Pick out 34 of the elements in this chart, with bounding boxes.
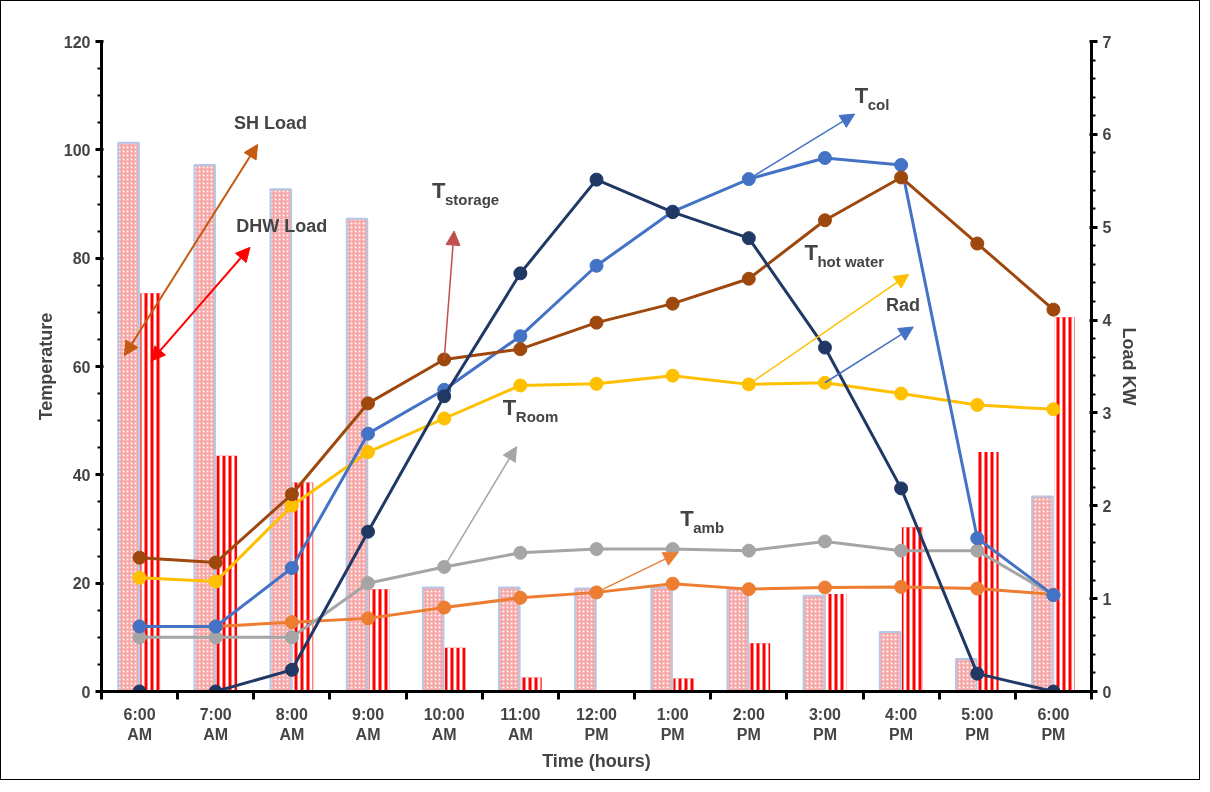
- y2-tick-label: 0: [1102, 683, 1112, 701]
- y-tick-label: 80: [72, 250, 91, 268]
- x-tick-label: 10:00 AM: [423, 705, 465, 743]
- x-tick-label: 3:00 PM: [808, 705, 842, 743]
- y-tick-label: 0: [81, 683, 91, 701]
- x-tick-label: 8:00 AM: [275, 705, 308, 743]
- x-tick-label: 11:00 AM: [500, 705, 541, 743]
- y-tick-label: 120: [63, 33, 91, 51]
- y2-tick-label: 6: [1102, 126, 1112, 144]
- x-tick-label: 6:00 AM: [123, 705, 156, 743]
- annotation: DHW Load: [236, 215, 328, 236]
- x-tick-label: 5:00 PM: [961, 705, 994, 743]
- y2-tick-label: 3: [1102, 404, 1112, 422]
- x-axis-title: Time (hours): [542, 750, 651, 771]
- x-tick-label: 2:00 PM: [732, 705, 765, 743]
- annotation: Rad: [885, 294, 920, 315]
- y-tick-label: 20: [72, 575, 91, 593]
- x-tick-label: 7:00 AM: [199, 705, 232, 743]
- y2-tick-label: 7: [1102, 33, 1112, 51]
- x-tick-label: 4:00 PM: [885, 705, 918, 743]
- annotation: SH Load: [234, 112, 308, 133]
- x-tick-label: 12:00 PM: [576, 705, 618, 743]
- y-tick-label: 100: [63, 141, 91, 159]
- y2-tick-label: 4: [1102, 312, 1112, 330]
- y2-tick-label: 2: [1102, 497, 1112, 515]
- y-axis-title: Temperature: [35, 312, 56, 421]
- x-tick-label: 6:00 PM: [1037, 705, 1070, 743]
- x-tick-label: 9:00 AM: [352, 705, 385, 743]
- y-tick-label: 40: [72, 466, 91, 484]
- y2-axis-title: Load KW: [1119, 327, 1140, 406]
- y-tick-label: 60: [72, 358, 91, 376]
- y2-tick-label: 5: [1102, 219, 1112, 237]
- y2-tick-label: 1: [1102, 590, 1112, 608]
- x-tick-label: 1:00 PM: [656, 705, 689, 743]
